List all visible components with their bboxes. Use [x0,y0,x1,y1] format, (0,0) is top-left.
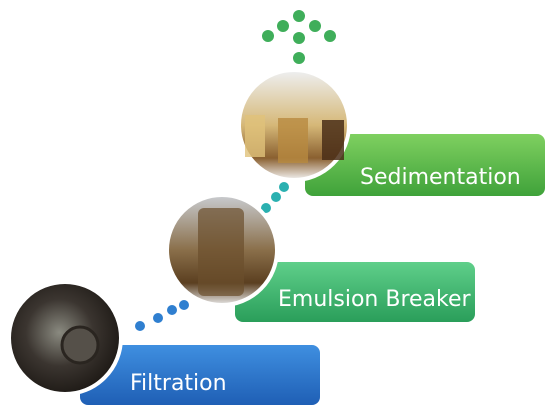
step-label: Filtration [130,371,227,396]
step-photo [9,282,121,394]
step-label: Sedimentation [360,165,521,190]
process-diagram: Filtration Emulsion Breaker Sedimentatio… [0,0,545,408]
step-photo [239,70,349,180]
connector-dots [135,300,189,331]
step-label: Emulsion Breaker [278,287,472,312]
arrow-dots [262,10,336,64]
step-photo [167,195,277,305]
